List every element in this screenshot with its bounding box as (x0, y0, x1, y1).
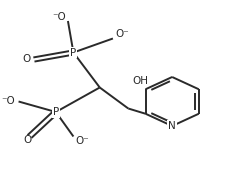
Text: OH: OH (133, 75, 149, 86)
Text: O⁻: O⁻ (115, 29, 129, 39)
Text: ⁻O: ⁻O (2, 96, 15, 107)
Text: O: O (23, 135, 32, 145)
Text: P: P (53, 107, 59, 117)
Text: O: O (22, 54, 31, 65)
Text: ⁻O: ⁻O (52, 12, 66, 22)
Text: O⁻: O⁻ (76, 136, 89, 146)
Text: P: P (70, 47, 76, 58)
Text: N: N (168, 121, 176, 131)
